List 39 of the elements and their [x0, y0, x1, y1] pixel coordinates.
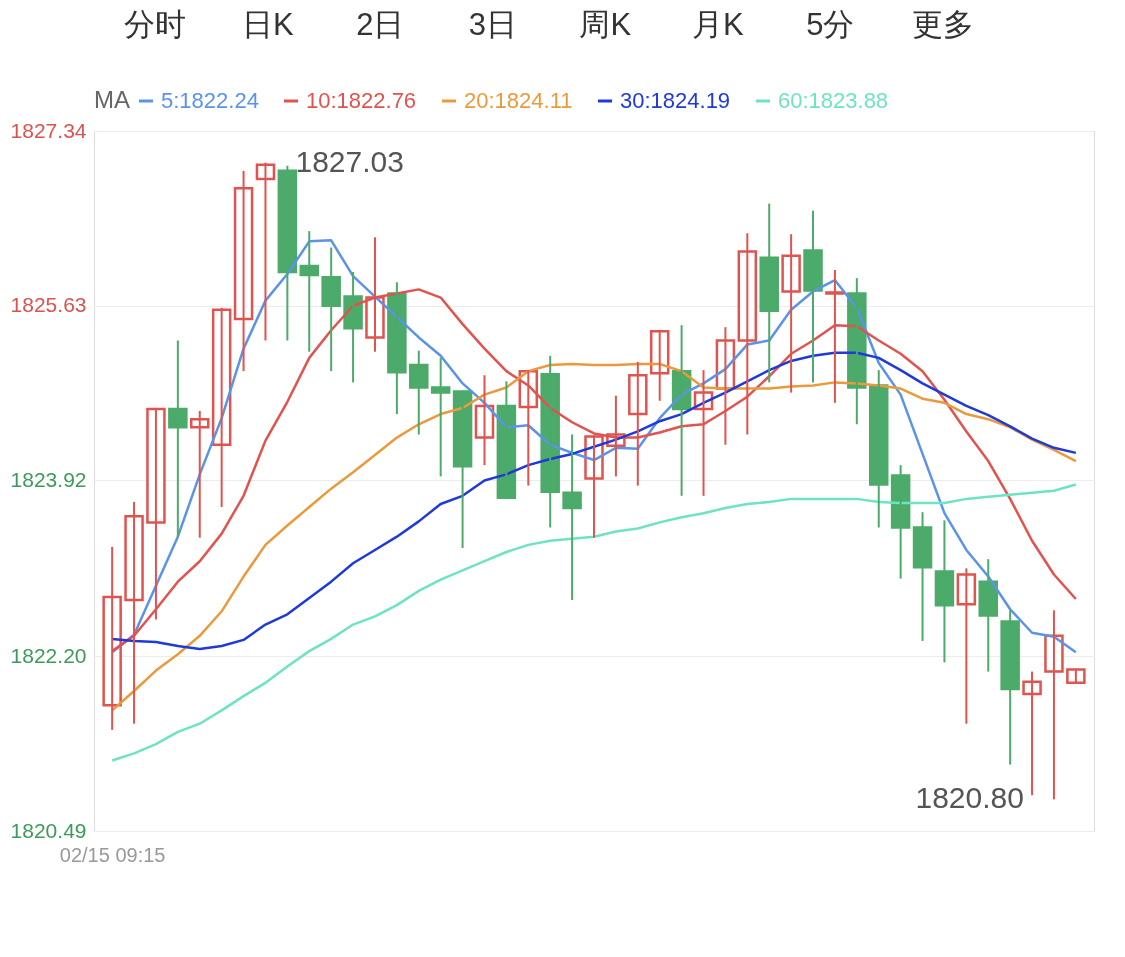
candlestick [1000, 609, 1020, 766]
text: 更多 [911, 7, 974, 42]
candlestick [168, 339, 188, 539]
legend-label: 20:1824.11 [464, 88, 573, 113]
candlestick [430, 356, 451, 478]
text: 月K [691, 7, 744, 42]
annotation: 1820.80 [915, 781, 1024, 815]
y-tick-label: 1827.34 [10, 118, 87, 142]
candlestick [803, 209, 823, 384]
line-series [110, 351, 1078, 651]
text: 5分 [806, 7, 855, 42]
legend-label: 60:1823.88 [778, 88, 889, 113]
y-tick-label: 1820.49 [10, 818, 87, 842]
annotation: 1827.03 [295, 144, 404, 178]
text: 2日 [356, 7, 405, 42]
candlestick [146, 406, 166, 621]
candlestick [190, 410, 210, 539]
text: 周K [579, 7, 632, 42]
line-series [110, 362, 1078, 712]
candlestick [759, 202, 779, 384]
text: 3日 [468, 7, 517, 42]
text: 分时 [124, 7, 187, 42]
text: 日K [241, 7, 294, 42]
legend-label: 10:1822.76 [306, 88, 417, 113]
line-series [110, 483, 1078, 762]
candlestick [409, 349, 429, 436]
candlestick [255, 161, 276, 342]
candlestick [321, 246, 341, 373]
candlestick [562, 433, 582, 602]
y-tick-label: 1823.92 [10, 467, 87, 491]
y-tick-label: 1825.63 [10, 293, 87, 317]
candlestick [1066, 668, 1086, 685]
x-tick-label: 02/15 09:15 [59, 843, 166, 866]
legend-label: 5:1822.24 [161, 88, 259, 113]
legend-label: 30:1824.19 [620, 88, 731, 113]
candlestick [628, 360, 648, 487]
legend-title: MA [94, 86, 130, 113]
y-tick-label: 1822.20 [10, 643, 87, 667]
candlestick [978, 558, 998, 673]
